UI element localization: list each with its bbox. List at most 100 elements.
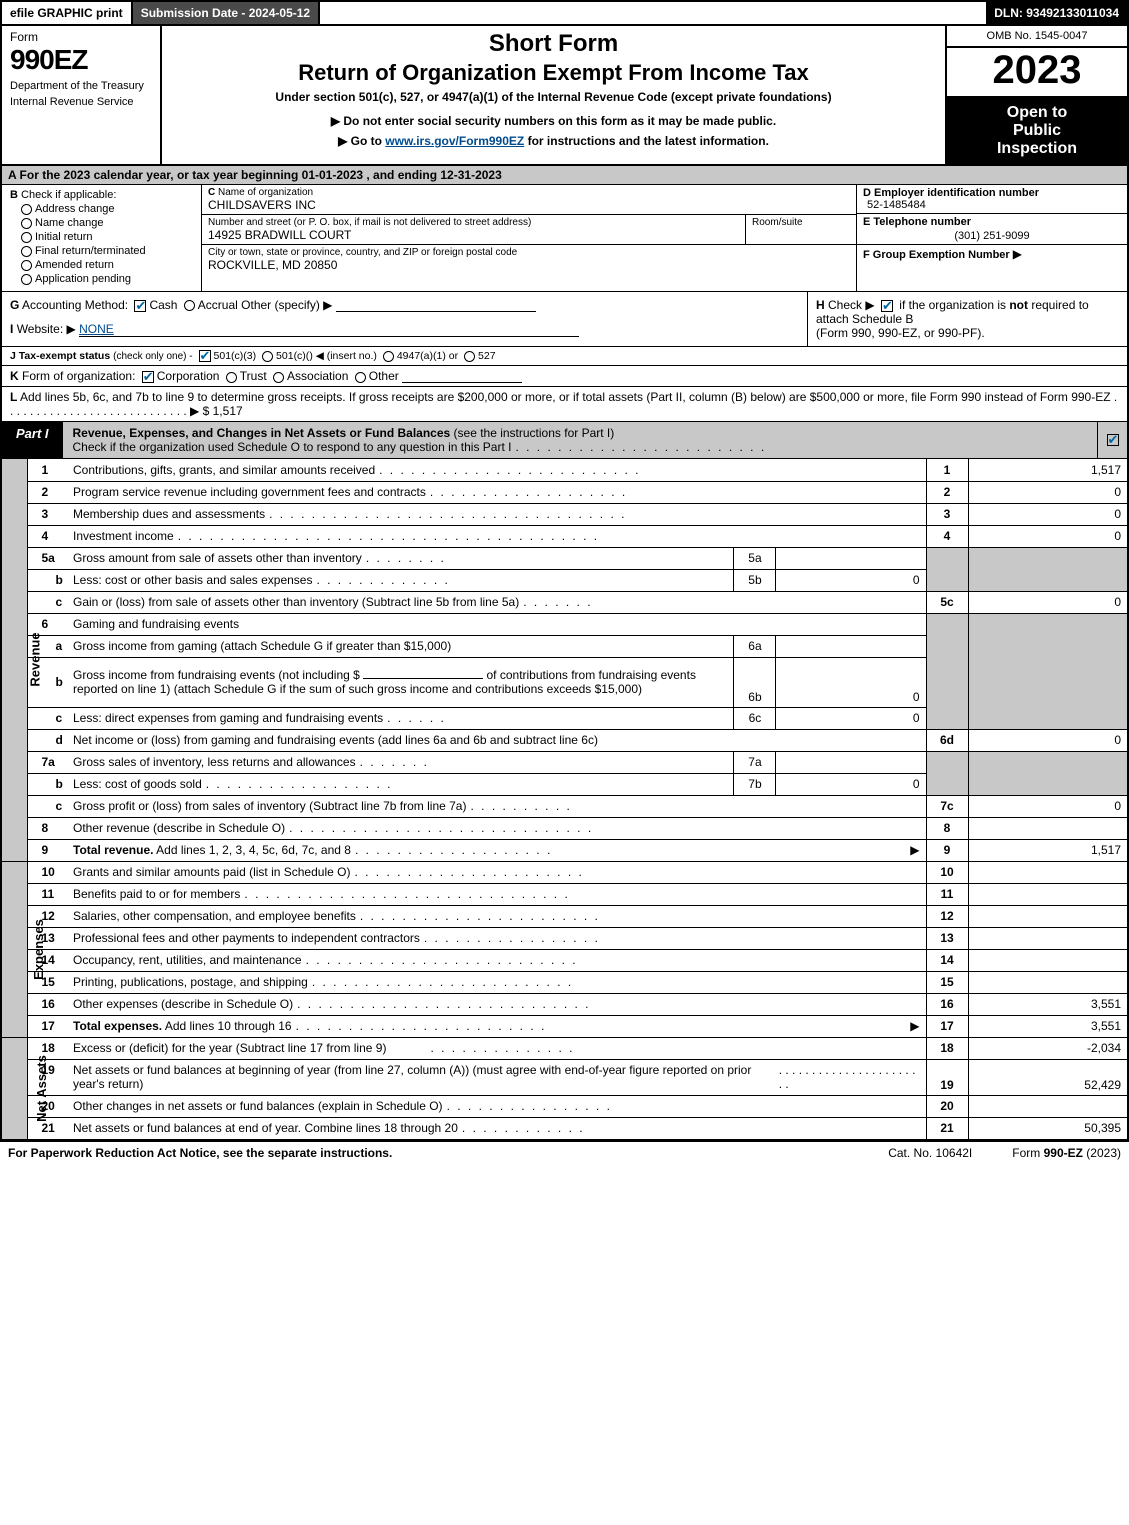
- l10-num: 10: [27, 861, 67, 883]
- l6b-desc: Gross income from fundraising events (no…: [67, 657, 734, 707]
- dept-treasury: Department of the Treasury: [10, 80, 152, 92]
- chk-association[interactable]: [273, 372, 284, 383]
- goto-link[interactable]: www.irs.gov/Form990EZ: [385, 134, 524, 148]
- row-l: L Add lines 5b, 6c, and 7b to line 9 to …: [0, 387, 1129, 422]
- chk-name-change-label: Name change: [35, 217, 104, 229]
- line-21: 21 Net assets or fund balances at end of…: [1, 1117, 1128, 1139]
- row-g-label: G: [10, 298, 19, 312]
- form-number: 990EZ: [10, 44, 152, 76]
- goto-pre: ▶ Go to: [338, 134, 385, 148]
- trust-label: Trust: [240, 369, 267, 383]
- section-revenue: Revenue: [1, 459, 27, 861]
- box-f: F Group Exemption Number ▶: [857, 245, 1127, 291]
- l6c-inval: 0: [776, 707, 926, 729]
- l5b-num: b: [27, 569, 67, 591]
- l11-rnum: 11: [926, 883, 968, 905]
- box-c-label: C: [208, 187, 215, 198]
- l20-rval: [968, 1095, 1128, 1117]
- part1-header: Part I Revenue, Expenses, and Changes in…: [0, 422, 1129, 459]
- l19-desc-text: Net assets or fund balances at beginning…: [73, 1063, 779, 1091]
- l7b-inval: 0: [776, 773, 926, 795]
- l17-desc-bold: Total expenses.: [73, 1019, 162, 1033]
- l9-desc: Add lines 1, 2, 3, 4, 5c, 6d, 7c, and 8: [153, 843, 350, 857]
- l8-rval: [968, 817, 1128, 839]
- l6b-inval: 0: [776, 657, 926, 707]
- l17-desc: Add lines 10 through 16: [162, 1019, 291, 1033]
- l16-num: 16: [27, 993, 67, 1015]
- city-value: ROCKVILLE, MD 20850: [208, 258, 850, 272]
- l6b-blank[interactable]: [363, 678, 483, 679]
- header-left: Form 990EZ Department of the Treasury In…: [2, 26, 162, 164]
- org-name-cell: C Name of organization CHILDSAVERS INC: [202, 185, 856, 215]
- under-section: Under section 501(c), 527, or 4947(a)(1)…: [170, 90, 937, 104]
- box-c: C Name of organization CHILDSAVERS INC N…: [202, 185, 857, 291]
- l13-rnum: 13: [926, 927, 968, 949]
- l6c-desc: Less: direct expenses from gaming and fu…: [73, 711, 387, 725]
- l18-rval: -2,034: [968, 1037, 1128, 1059]
- box-d: D Employer identification number 52-1485…: [857, 185, 1127, 214]
- l19-desc: Net assets or fund balances at beginning…: [67, 1059, 926, 1095]
- row-h-label: H: [816, 298, 825, 312]
- row-k: K Form of organization: Corporation Trus…: [0, 366, 1129, 387]
- goto-line: ▶ Go to www.irs.gov/Form990EZ for instru…: [170, 134, 937, 148]
- box-e: E Telephone number (301) 251-9099: [857, 214, 1127, 245]
- line-15: 15 Printing, publications, postage, and …: [1, 971, 1128, 993]
- page-footer: For Paperwork Reduction Act Notice, see …: [0, 1140, 1129, 1164]
- part1-sub: Check if the organization used Schedule …: [73, 440, 516, 454]
- l9-rval: 1,517: [968, 839, 1128, 861]
- l5a-num: 5a: [27, 547, 67, 569]
- part1-schedule-o-check[interactable]: [1097, 422, 1127, 458]
- chk-corporation[interactable]: [142, 371, 154, 383]
- chk-initial-return[interactable]: Initial return: [18, 231, 193, 243]
- l8-desc: Other revenue (describe in Schedule O): [73, 821, 289, 835]
- box-def: D Employer identification number 52-1485…: [857, 185, 1127, 291]
- other-specify-field[interactable]: [336, 298, 536, 312]
- chk-other-org[interactable]: [355, 372, 366, 383]
- chk-accrual[interactable]: [184, 300, 195, 311]
- line-1: Revenue 1 Contributions, gifts, grants, …: [1, 459, 1128, 481]
- l4-rnum: 4: [926, 525, 968, 547]
- chk-cash[interactable]: [134, 300, 146, 312]
- other-org-field[interactable]: [402, 369, 522, 383]
- chk-501c[interactable]: [262, 351, 273, 362]
- line-6d: d Net income or (loss) from gaming and f…: [1, 729, 1128, 751]
- chk-trust[interactable]: [226, 372, 237, 383]
- chk-527[interactable]: [464, 351, 475, 362]
- section-net-assets-label: Net Assets: [34, 1055, 49, 1122]
- open-line3: Inspection: [951, 140, 1123, 158]
- row-h: H Check ▶ if the organization is not req…: [807, 292, 1127, 346]
- l5b-innum: 5b: [734, 569, 776, 591]
- chk-amended-return[interactable]: Amended return: [18, 259, 193, 271]
- chk-schedule-o-part1[interactable]: [1107, 434, 1119, 446]
- l9-rnum: 9: [926, 839, 968, 861]
- chk-name-change[interactable]: Name change: [18, 217, 193, 229]
- chk-501c3[interactable]: [199, 350, 211, 362]
- paperwork-notice: For Paperwork Reduction Act Notice, see …: [8, 1146, 848, 1160]
- line-14: 14 Occupancy, rent, utilities, and maint…: [1, 949, 1128, 971]
- l13-rval: [968, 927, 1128, 949]
- group-exemption-label: Group Exemption Number: [873, 249, 1010, 261]
- website-value[interactable]: NONE: [79, 322, 114, 336]
- l13-desc: Professional fees and other payments to …: [73, 931, 424, 945]
- line-6: 6 Gaming and fundraising events: [1, 613, 1128, 635]
- chk-application-pending[interactable]: Application pending: [18, 273, 193, 285]
- l15-rnum: 15: [926, 971, 968, 993]
- chk-schedule-b[interactable]: [881, 300, 893, 312]
- goto-post: for instructions and the latest informat…: [524, 134, 769, 148]
- tax-year: 2023: [947, 48, 1127, 98]
- box-f-arrow: ▶: [1013, 247, 1022, 261]
- l4-desc: Investment income: [73, 529, 178, 543]
- box-d-label: D: [863, 187, 871, 199]
- efile-print[interactable]: efile GRAPHIC print: [2, 2, 133, 24]
- l14-rnum: 14: [926, 949, 968, 971]
- l6c-num: c: [27, 707, 67, 729]
- l2-rnum: 2: [926, 481, 968, 503]
- line-18: Net Assets 18 Excess or (deficit) for th…: [1, 1037, 1128, 1059]
- chk-address-change[interactable]: Address change: [18, 203, 193, 215]
- section-expenses-label: Expenses: [31, 919, 46, 980]
- l11-num: 11: [27, 883, 67, 905]
- addr-row: Number and street (or P. O. box, if mail…: [202, 215, 856, 245]
- chk-4947[interactable]: [383, 351, 394, 362]
- chk-initial-return-label: Initial return: [35, 231, 92, 243]
- chk-final-return[interactable]: Final return/terminated: [18, 245, 193, 257]
